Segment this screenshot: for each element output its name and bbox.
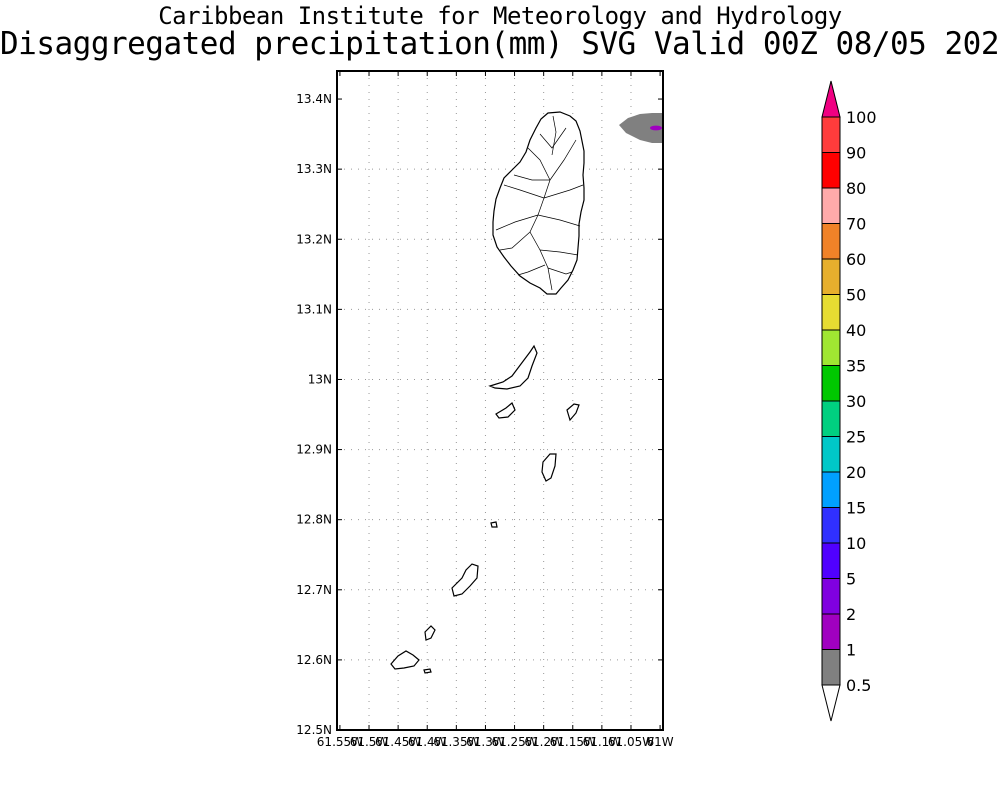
lon-tick-label: 61.05W: [608, 735, 654, 749]
map-frame: [336, 70, 664, 731]
lat-tick-label: 13.2N: [296, 232, 332, 246]
island-st-vincent: [492, 111, 585, 295]
colorbar-label: 35: [846, 357, 866, 376]
colorbar-swatch: [821, 258, 841, 295]
colorbar-swatch: [821, 223, 841, 260]
lat-tick-label: 12.9N: [296, 443, 332, 457]
colorbar-swatch: [821, 152, 841, 189]
island-union: [451, 563, 479, 597]
colorbar-label: 1: [846, 641, 856, 660]
chart-title: Caribbean Institute for Meteorology and …: [158, 2, 842, 30]
lon-tick-label: 61.35W: [433, 735, 479, 749]
coastlines: [390, 111, 585, 674]
precip-0.5-1mm-area: [619, 113, 662, 143]
chart-subtitle: Disaggregated precipitation(mm) SVG Vali…: [0, 26, 1000, 62]
island-petit-martinique: [424, 625, 436, 641]
precip-1-2mm-spot: [650, 125, 662, 131]
colorbar-over-arrow: [821, 80, 841, 118]
colorbar-swatch: [821, 507, 841, 544]
colorbar-label: 10: [846, 534, 866, 553]
colorbar-label: 50: [846, 286, 866, 305]
colorbar-swatch: [821, 436, 841, 473]
colorbar-label: 0.5: [846, 676, 871, 695]
lat-tick-label: 12.5N: [296, 723, 332, 737]
colorbar-swatch: [821, 400, 841, 437]
colorbar-swatch: [821, 542, 841, 579]
lon-tick-label: 61.2W: [524, 735, 563, 749]
lat-tick-label: 13.3N: [296, 162, 332, 176]
lon-tick-label: 61.25W: [491, 735, 537, 749]
island-carriacou: [390, 650, 420, 670]
colorbar-swatch: [821, 294, 841, 331]
colorbar-swatch: [821, 471, 841, 508]
colorbar-swatch: [821, 187, 841, 224]
colorbar-label: 80: [846, 179, 866, 198]
island-baliceaux: [566, 403, 580, 422]
colorbar-label: 70: [846, 215, 866, 234]
lat-tick-label: 13.4N: [296, 92, 332, 106]
map-grid: [337, 71, 663, 731]
lat-tick-label: 12.7N: [296, 583, 332, 597]
colorbar-label: 25: [846, 428, 866, 447]
island-small-rock: [423, 668, 432, 674]
watershed-boundaries: [495, 115, 584, 291]
colorbar-swatch: [821, 365, 841, 402]
colorbar-swatch: [821, 116, 841, 153]
lat-tick-label: 13.1N: [296, 302, 332, 316]
lon-tick-label: 61.5W: [350, 735, 389, 749]
lon-tick-label: 61.55W: [317, 735, 363, 749]
lon-tick-label: 61.15W: [550, 735, 596, 749]
colorbar-label: 40: [846, 321, 866, 340]
colorbar-label: 30: [846, 392, 866, 411]
lat-tick-label: 13N: [308, 372, 332, 386]
colorbar-label: 15: [846, 499, 866, 518]
island-bequia: [488, 344, 538, 390]
lon-tick-label: 61.4W: [408, 735, 447, 749]
colorbar-label: 100: [846, 108, 877, 127]
colorbar-label: 5: [846, 570, 856, 589]
colorbar-swatch: [821, 329, 841, 366]
colorbar-label: 2: [846, 605, 856, 624]
colorbar-swatch: [821, 613, 841, 650]
lon-tick-label: 61W: [647, 735, 674, 749]
map-axes: 13.4N 13.3N 13.2N 13.1N 13N 12.9N 12.8N 12.7N 12…: [296, 71, 674, 749]
lon-tick-label: 61.45W: [375, 735, 421, 749]
colorbar-swatch: [821, 578, 841, 615]
island-canouan: [541, 453, 557, 482]
colorbar-label: 60: [846, 250, 866, 269]
lon-tick-label: 61.3W: [466, 735, 505, 749]
island-mayreau: [490, 521, 498, 528]
lat-tick-label: 12.8N: [296, 513, 332, 527]
lat-tick-label: 12.6N: [296, 653, 332, 667]
colorbar-swatch: [821, 649, 841, 686]
colorbar-label: 90: [846, 144, 866, 163]
colorbar-under-arrow: [821, 684, 841, 722]
colorbar-label: 20: [846, 463, 866, 482]
lon-tick-label: 61.1W: [583, 735, 622, 749]
island-mustique: [495, 402, 516, 419]
precipitation-area: [619, 113, 662, 143]
